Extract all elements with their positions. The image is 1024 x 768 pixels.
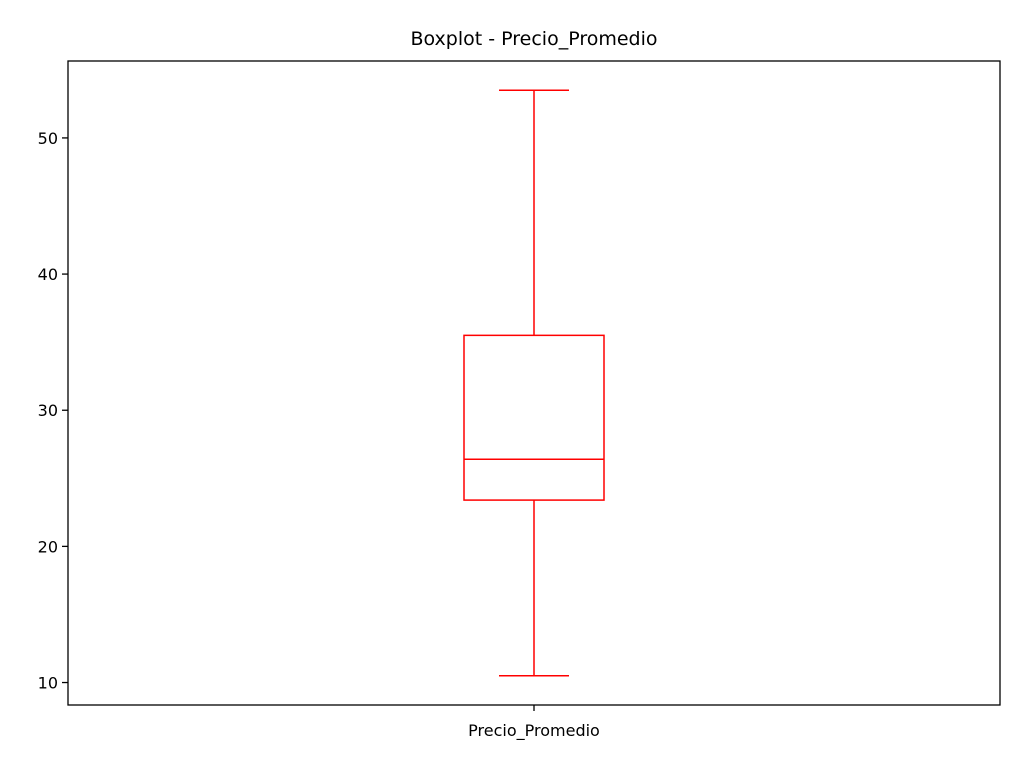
chart-title: Boxplot - Precio_Promedio	[410, 28, 657, 50]
y-tick-label: 50	[38, 129, 58, 148]
y-tick-label: 40	[38, 265, 58, 284]
y-axis: 10 20 30 40 50	[38, 129, 68, 693]
boxplot-series	[463, 89, 605, 677]
y-tick-label: 20	[38, 537, 58, 556]
y-tick-label: 30	[38, 401, 58, 420]
x-axis: Precio_Promedio	[468, 705, 600, 741]
y-tick-label: 10	[38, 674, 58, 693]
x-tick-label: Precio_Promedio	[468, 721, 600, 741]
iqr-box	[463, 334, 605, 501]
